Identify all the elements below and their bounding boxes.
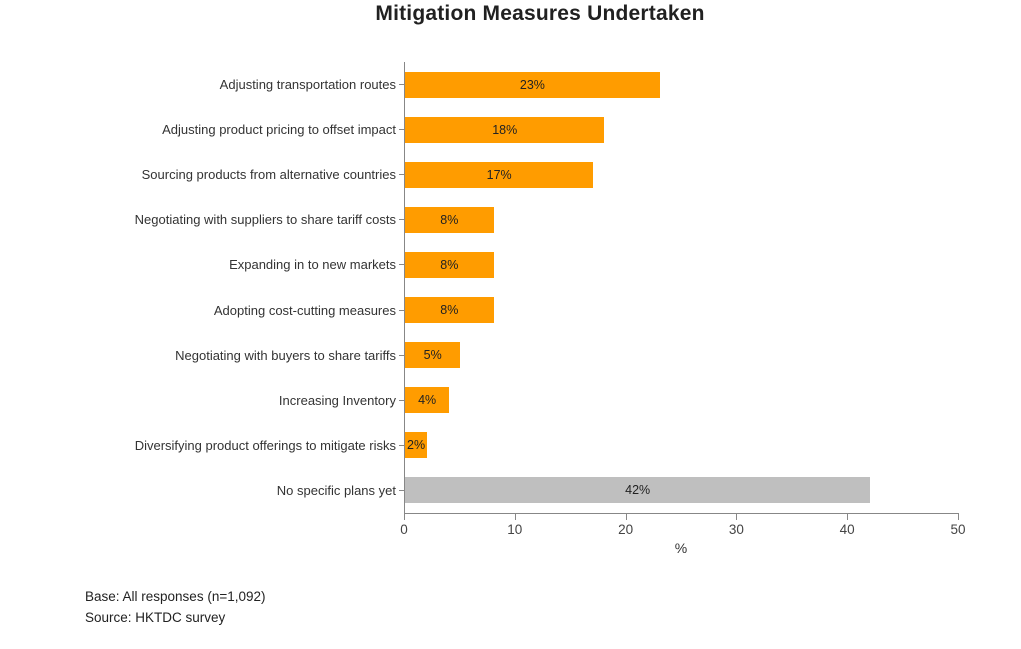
bar: 8% [405,297,494,324]
bar-value-label: 8% [440,303,459,318]
bar-row: 8% [399,242,959,287]
bar: 2% [405,432,428,459]
category-label: Negotiating with suppliers to share tari… [134,212,396,228]
bar-row: 18% [399,107,959,152]
x-axis-tick-label: 30 [728,522,744,537]
bar-value-label: 2% [407,438,426,453]
x-axis-tick-label: 20 [618,522,634,537]
bar: 42% [405,477,871,504]
bar-value-label: 4% [418,393,437,408]
y-axis-tick [399,219,405,221]
footer-notes: Base: All responses (n=1,092) Source: HK… [85,586,265,628]
bar-row: 23% [399,62,959,107]
base-note: Base: All responses (n=1,092) [85,589,266,604]
category-label: Sourcing products from alternative count… [141,167,396,183]
y-axis-tick [399,129,405,131]
category-label: Diversifying product offerings to mitiga… [134,437,396,453]
y-axis-tick [399,354,405,356]
category-label: Adopting cost-cutting measures [213,302,396,318]
category-label: Negotiating with buyers to share tariffs [175,347,396,363]
bar-value-label: 42% [625,483,651,498]
y-axis-tick [399,399,405,401]
bar: 8% [405,206,494,233]
y-axis-tick [399,489,405,491]
bar: 23% [405,71,660,98]
bar-row: 42% [399,468,959,513]
bar: 17% [405,161,594,188]
x-axis-tick [736,514,738,520]
y-axis-tick [399,309,405,311]
x-axis: 0 10 20 30 40 50 [400,513,966,553]
category-label: Expanding in to new markets [229,257,396,273]
bar-row: 8% [399,197,959,242]
bar-row: 4% [399,378,959,423]
x-axis-tick-label: 0 [400,522,408,537]
y-axis-category-labels: Adjusting transportation routes Adjusting… [0,62,396,513]
bar-row: 2% [399,423,959,468]
plot-area: 23% 18% 17% 8% 8% 8% 5% 4% 2% 42% [399,62,959,514]
x-axis-tick [958,514,959,520]
x-axis-tick-label: 50 [950,522,966,537]
x-axis-tick [625,514,627,520]
category-label: Adjusting product pricing to offset impa… [162,122,396,138]
bar-row: 17% [399,152,959,197]
source-note: Source: HKTDC survey [85,610,226,625]
bar-value-label: 5% [423,348,442,363]
x-axis-tick [404,514,405,520]
bar: 4% [405,387,450,414]
x-axis-tick-label: 10 [507,522,523,537]
y-axis-tick [399,264,405,266]
bar: 5% [405,342,461,369]
bar-row: 5% [399,333,959,378]
y-axis-tick [399,174,405,176]
bar-row: 8% [399,288,959,333]
category-label: Increasing Inventory [278,392,396,408]
category-label: No specific plans yet [276,482,396,498]
x-axis-tick-label: 40 [839,522,855,537]
x-axis-tick [847,514,849,520]
bar: 18% [405,116,605,143]
bar-value-label: 23% [519,77,545,92]
x-axis-title: % [674,540,688,556]
bar-value-label: 18% [492,122,518,137]
y-axis-tick [399,444,405,446]
y-axis-tick [399,84,405,86]
bar-value-label: 8% [440,257,459,272]
bar-value-label: 17% [486,167,512,182]
category-label: Adjusting transportation routes [219,77,396,93]
bar: 8% [405,251,494,278]
bar-value-label: 8% [440,212,459,227]
chart-title: Mitigation Measures Undertaken [375,2,705,25]
x-axis-tick [514,514,516,520]
